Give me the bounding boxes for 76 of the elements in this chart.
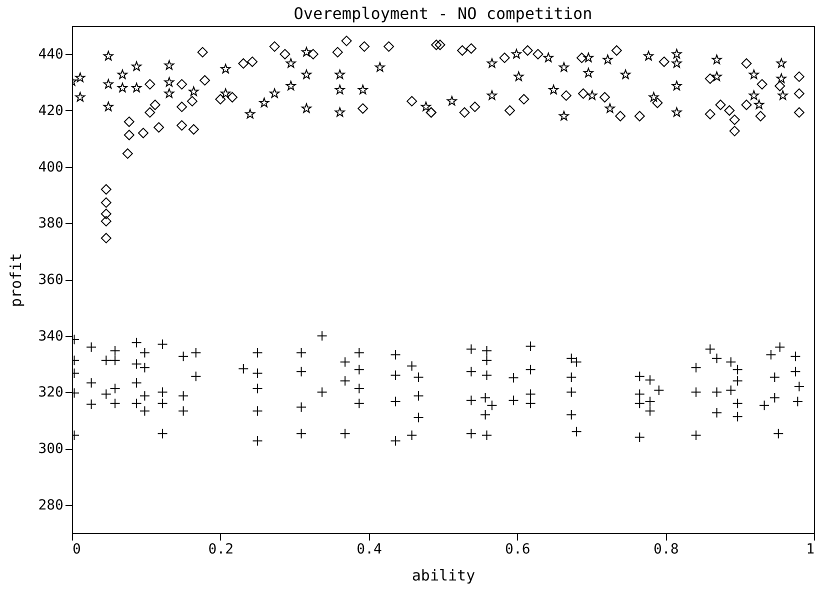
point [620, 69, 631, 80]
point [776, 58, 786, 68]
point [301, 103, 312, 113]
point [712, 71, 722, 82]
point [132, 61, 142, 71]
point [75, 92, 86, 102]
point [301, 69, 312, 80]
point [245, 108, 256, 118]
point [132, 82, 142, 92]
point [334, 84, 345, 94]
point [511, 48, 522, 59]
point [587, 90, 598, 100]
point [558, 62, 569, 72]
point [286, 58, 296, 68]
x-tick-label: 0.2 [208, 542, 234, 558]
point [548, 84, 559, 94]
point [301, 46, 312, 57]
point [754, 100, 764, 110]
y-tick-label: 340 [38, 328, 64, 344]
point [644, 50, 654, 60]
point [164, 77, 174, 87]
x-tick-label: 0.6 [505, 542, 530, 558]
y-tick-label: 380 [38, 216, 64, 232]
point [672, 58, 682, 68]
point [583, 68, 594, 78]
y-tick-label: 320 [38, 384, 64, 401]
point [583, 52, 594, 62]
y-tick-label: 300 [38, 441, 64, 457]
point [358, 84, 368, 94]
point [486, 90, 497, 100]
point [486, 58, 497, 68]
chart-title: Overemployment - NO competition [294, 4, 592, 23]
point [334, 107, 345, 117]
point [672, 80, 682, 90]
point [748, 90, 759, 100]
point [672, 107, 682, 117]
point [558, 110, 569, 120]
point [420, 102, 431, 112]
point [103, 79, 114, 89]
point [220, 64, 231, 74]
point [334, 69, 345, 80]
point [117, 82, 128, 92]
point [259, 98, 270, 108]
point [514, 71, 524, 82]
x-tick-label: 0.4 [356, 542, 382, 558]
point [648, 92, 659, 102]
point [672, 48, 682, 59]
x-tick-label: 0.8 [653, 542, 679, 558]
point [188, 86, 199, 96]
point [602, 54, 613, 64]
point [220, 88, 231, 98]
point [286, 80, 296, 90]
point [778, 90, 788, 100]
point [712, 54, 722, 64]
y-tick-label: 360 [38, 272, 64, 288]
point [164, 88, 174, 98]
point [748, 69, 759, 80]
point [75, 72, 86, 82]
x-tick-label: 0 [72, 542, 81, 558]
point [543, 52, 554, 62]
y-tick-label: 420 [38, 103, 64, 119]
point [117, 69, 128, 80]
x-axis-title: ability [412, 566, 476, 584]
y-tick-label: 280 [38, 497, 64, 514]
point [103, 102, 114, 112]
y-tick-label: 400 [38, 159, 64, 176]
point [446, 96, 457, 106]
y-tick-label: 440 [38, 46, 64, 63]
point [103, 50, 114, 60]
point [164, 60, 174, 70]
point [270, 88, 280, 98]
point [604, 103, 615, 113]
point [776, 73, 786, 84]
x-tick-label: 1 [806, 542, 814, 558]
point [374, 62, 385, 72]
y-axis-title: profit [7, 252, 26, 308]
